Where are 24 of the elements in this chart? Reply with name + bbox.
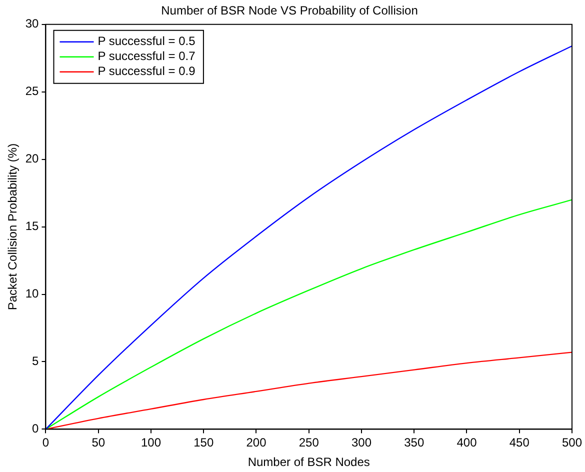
x-tick-label: 0 bbox=[42, 436, 50, 450]
x-tick-label: 200 bbox=[246, 436, 267, 450]
chart-title: Number of BSR Node VS Probability of Collision bbox=[161, 4, 418, 18]
y-tick-label: 10 bbox=[25, 286, 40, 301]
x-axis-title: Number of BSR Nodes bbox=[248, 455, 370, 470]
y-tick-label: 15 bbox=[25, 219, 40, 234]
y-tick-label: 30 bbox=[25, 16, 40, 31]
legend-label: P successful = 0.9 bbox=[98, 64, 196, 78]
legend-label: P successful = 0.7 bbox=[98, 49, 196, 64]
x-tick-label: 350 bbox=[404, 436, 424, 450]
x-tick-label: 400 bbox=[456, 436, 478, 450]
y-tick-label: 0 bbox=[32, 422, 40, 436]
x-tick-label: 50 bbox=[92, 436, 106, 450]
x-tick-label: 450 bbox=[509, 436, 530, 450]
x-tick-label: 150 bbox=[194, 436, 214, 450]
x-tick-label: 300 bbox=[351, 436, 372, 450]
x-tick-label: 100 bbox=[140, 436, 162, 450]
legend-label: P successful = 0.5 bbox=[98, 34, 196, 48]
x-tick-label: 250 bbox=[298, 436, 320, 450]
y-tick-label: 5 bbox=[32, 354, 40, 368]
y-tick-label: 20 bbox=[25, 152, 40, 166]
x-tick-label: 500 bbox=[562, 436, 582, 450]
y-axis-title: Packet Collision Probability (%) bbox=[6, 143, 20, 310]
y-tick-label: 25 bbox=[25, 84, 40, 98]
